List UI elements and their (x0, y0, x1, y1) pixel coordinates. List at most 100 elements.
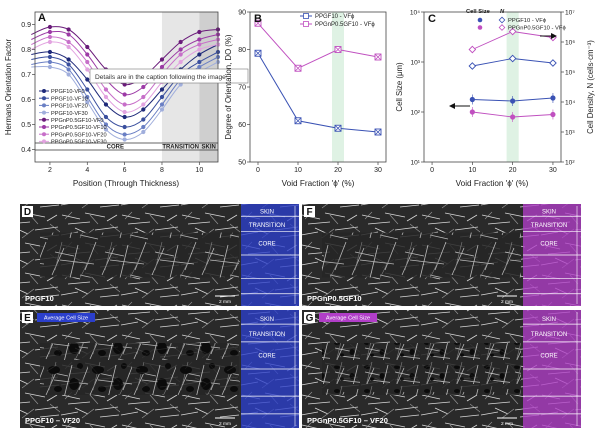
panel-letter: G (306, 313, 314, 324)
y-tick-label: 50 (238, 160, 246, 167)
zone-label: CORE (258, 241, 275, 247)
micrograph-e: SKIN TRANSITION CORE E PPGF10 – VF20 2 mm Aver… (20, 310, 299, 428)
x-tick-label: 30 (374, 167, 382, 174)
micrograph-f: SKIN TRANSITION CORE F PPGnP0.5GF10 2 mm (302, 204, 581, 306)
data-point (469, 46, 475, 52)
region-label: CORE (107, 145, 124, 151)
data-point (67, 40, 71, 44)
legend-label: PPGF10-VF20 (51, 104, 88, 110)
legend-marker-size (478, 25, 483, 30)
data-point (85, 52, 89, 56)
x-axis-label: Void Fraction 'ɸ' (%) (456, 179, 529, 188)
scale-bar-label: 2 mm (219, 421, 231, 427)
data-point (197, 60, 201, 64)
x-tick-label: 0 (430, 167, 434, 174)
data-point (295, 118, 301, 124)
data-point (104, 87, 108, 91)
legend-label: PPGF10-VF30 (51, 111, 88, 117)
data-point (255, 50, 261, 56)
data-point (67, 67, 71, 71)
x-tick-label: 2 (48, 167, 52, 174)
data-point (141, 117, 145, 121)
data-point (141, 125, 145, 129)
series-ppgf10 - vfɸ (255, 50, 381, 135)
legend-label: PPGnP0.5GF10 - VFɸ (315, 22, 375, 28)
y-tick-label: 10³ (410, 60, 420, 67)
zone-label: TRANSITION (249, 332, 285, 338)
data-point (123, 125, 127, 129)
data-point (141, 85, 145, 89)
x-tick-label: 20 (334, 167, 342, 174)
y-axis-label: Degree of Orientation, DO (%) (224, 34, 233, 139)
data-point (197, 42, 201, 46)
legend-marker (304, 22, 309, 27)
zone-label: TRANSITION (531, 223, 567, 229)
data-point (197, 47, 201, 51)
legend-marker (42, 96, 46, 100)
micrograph-d: SKIN TRANSITION CORE D PPGF10 2 mm (20, 204, 299, 306)
data-point (48, 65, 52, 69)
x-axis-label: Position (Through Thickness) (73, 179, 180, 188)
legend-header-left: Cell Size (466, 9, 491, 15)
zone-label: CORE (540, 241, 557, 247)
y-tick-label-right: 10⁶ (565, 40, 575, 47)
legend-marker (42, 89, 46, 93)
legend-label: PPGnP0.5GF10-VF20 (51, 132, 107, 138)
legend-label: PPGnP0.5GF10-VF10 (51, 125, 107, 131)
data-point (295, 65, 301, 71)
data-point (160, 65, 164, 69)
data-point (179, 47, 183, 51)
y-tick-label-right: 10³ (565, 130, 575, 137)
zone-label: TRANSITION (531, 332, 567, 338)
plot-frame (424, 12, 561, 162)
zone-label: CORE (258, 353, 275, 359)
micrograph-g: SKINTRANSITIONCOREGPPGnP0.5GF10 – VF20 2 … (302, 310, 581, 428)
zone-label: CORE (540, 353, 557, 359)
core-texture (40, 233, 239, 278)
y-tick-label: 80 (238, 47, 246, 54)
legend-marker (42, 132, 46, 136)
x-tick-label: 10 (195, 167, 203, 174)
data-point (48, 30, 52, 34)
data-point (160, 87, 164, 91)
legend-label: PPGnP0.5GF10 - VFɸ (508, 26, 566, 32)
panel-a: 2 4 6 8 10 0.4 0.5 0.6 0.7 0.8 0.9 CORE TRANSITION… (4, 12, 248, 188)
legend-label: PPGnP0.5GF10-VF0 (51, 118, 104, 124)
legend-label: PPGF10 - VFɸ (315, 14, 355, 20)
x-tick-label: 6 (123, 167, 127, 174)
zone-label: SKIN (542, 210, 556, 216)
y-axis-label: Cell Size (μm) (395, 62, 404, 112)
legend-marker (42, 118, 46, 122)
x-tick-label: 10 (294, 167, 302, 174)
series-line (258, 23, 378, 68)
sample-caption: PPGF10 (25, 294, 54, 303)
data-point (470, 109, 475, 114)
y-tick-label-right: 10² (565, 160, 575, 167)
y-tick-label: 60 (238, 122, 246, 129)
data-point (469, 63, 475, 69)
data-point (104, 102, 108, 106)
data-point (104, 95, 108, 99)
data-point (141, 102, 145, 106)
data-point (197, 65, 201, 69)
data-point (141, 107, 145, 111)
x-tick-label: 10 (468, 167, 476, 174)
panel-letter: F (306, 207, 312, 218)
core-texture (322, 233, 521, 278)
data-point (85, 45, 89, 49)
data-point (510, 114, 515, 119)
data-point (375, 129, 381, 135)
region-label: TRANSITION (162, 145, 199, 151)
scale-bar-label: 2 mm (501, 421, 513, 427)
annotation-text: Details are in the caption following the… (95, 74, 226, 81)
figure: 2 4 6 8 10 0.40.50.60.70.80.9 CORE TRANSITION… (0, 0, 600, 435)
data-point (67, 45, 71, 49)
legend-marker (42, 125, 46, 129)
y-tick-label: 0.8 (21, 47, 31, 54)
plot-frame (250, 12, 386, 162)
series-line (258, 53, 378, 132)
y-tick-label: 70 (238, 85, 246, 92)
y-axis-label: Hermans Orientation Factor (4, 39, 13, 136)
data-point (104, 115, 108, 119)
y-tick-label: 0.4 (21, 147, 31, 154)
